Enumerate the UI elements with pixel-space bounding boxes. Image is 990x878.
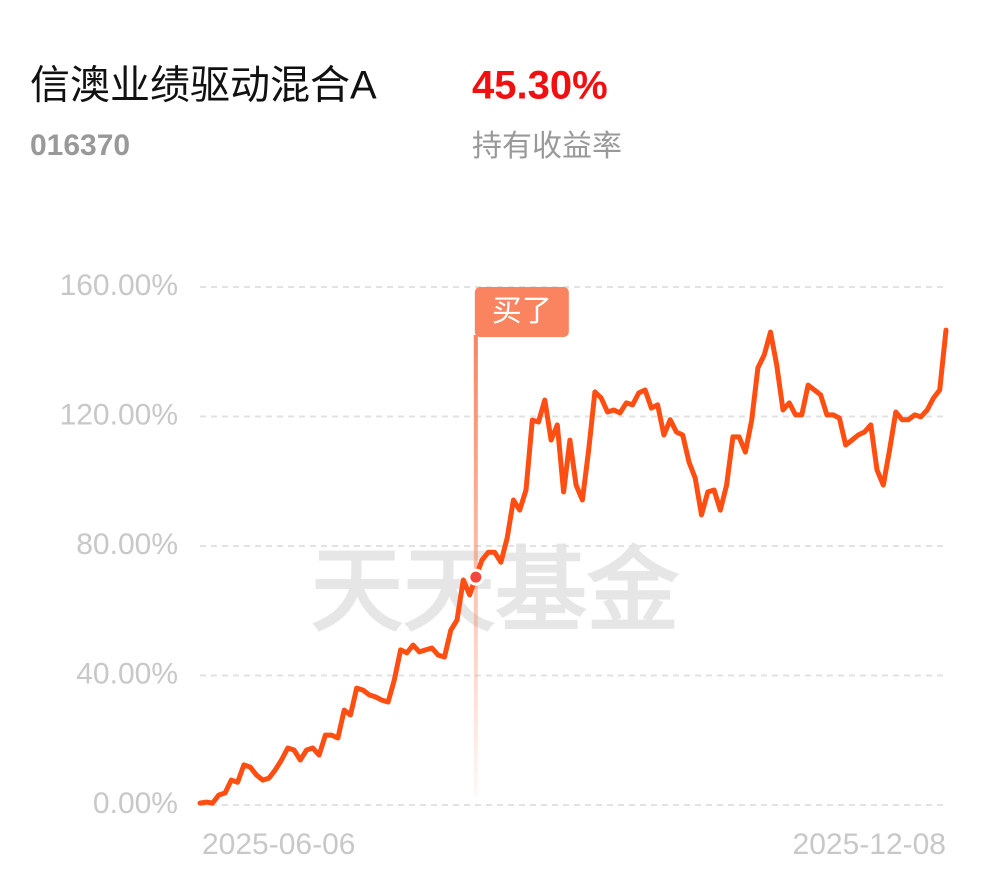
y-tick-label: 40.00% [76, 657, 178, 690]
y-tick-label: 120.00% [60, 398, 178, 431]
x-tick-label: 2025-12-08 [793, 828, 946, 861]
x-tick-label: 2025-06-06 [202, 828, 355, 861]
fund-code: 016370 [30, 129, 130, 162]
buy-point [467, 568, 485, 586]
return-caption: 持有收益率 [472, 130, 622, 163]
return-value: 45.30% [472, 64, 608, 108]
fund-name: 信澳业绩驱动混合A [30, 64, 377, 108]
y-tick-label: 160.00% [60, 269, 178, 302]
buy-guide-line [473, 335, 478, 795]
buy-tag [474, 287, 569, 337]
y-tick-label: 0.00% [93, 787, 178, 820]
buy-tag-text: 买了 [492, 295, 552, 328]
y-tick-label: 80.00% [76, 528, 178, 561]
price-line [197, 327, 949, 806]
